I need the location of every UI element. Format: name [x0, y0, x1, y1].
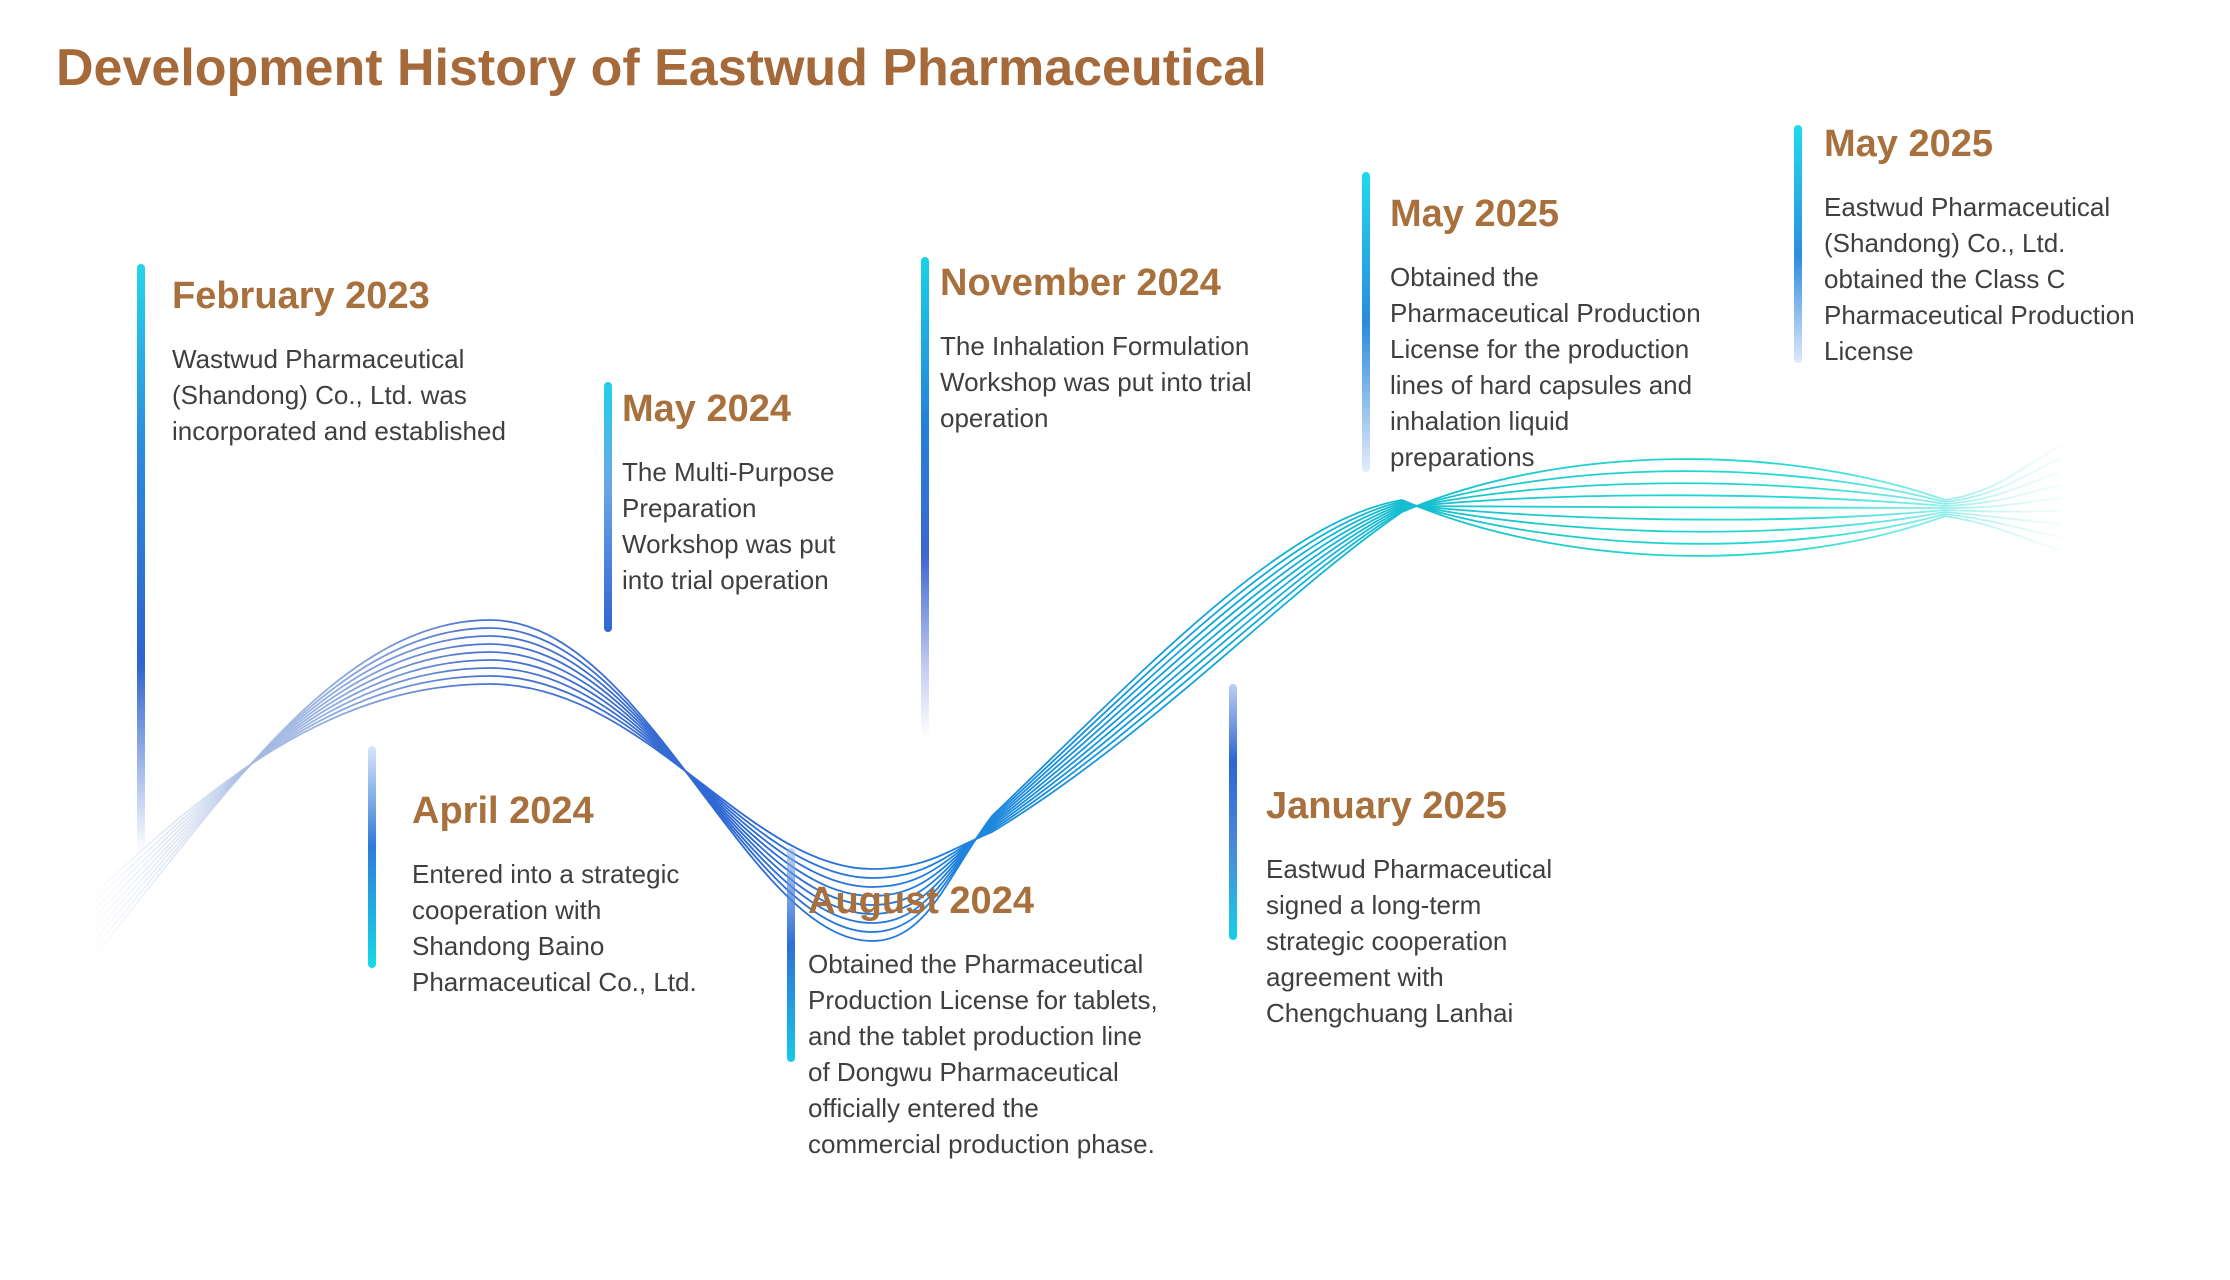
page-title: Development History of Eastwud Pharmaceu… — [56, 39, 1267, 97]
timeline-bar-november-2024 — [921, 257, 929, 737]
timeline-bar-may-2025-class-c — [1794, 125, 1802, 363]
milestone-date: January 2025 — [1266, 785, 1507, 827]
milestone-date: May 2025 — [1824, 123, 1994, 165]
milestone-may-2024: May 2024 The Multi-Purpose Preparation W… — [622, 386, 867, 598]
milestone-date: May 2025 — [1390, 193, 1560, 235]
milestone-description: Obtained the Pharmaceutical Production L… — [808, 948, 1158, 1159]
milestone-date: August 2024 — [808, 880, 1034, 922]
timeline-bar-may-2025-capsules — [1362, 172, 1370, 472]
milestone-april-2024: April 2024 Entered into a strategic coop… — [412, 788, 712, 1000]
milestone-date: February 2023 — [172, 275, 430, 317]
milestone-description: Obtained the Pharmaceutical Production L… — [1390, 261, 1701, 472]
timeline-bar-february-2023 — [137, 264, 145, 852]
timeline-bar-april-2024 — [368, 746, 376, 968]
milestone-august-2024: August 2024 Obtained the Pharmaceutical … — [808, 878, 1158, 1162]
milestone-description: Eastwud Pharmaceutical (Shandong) Co., L… — [1824, 191, 2135, 366]
milestone-description: Wastwud Pharmaceutical (Shandong) Co., L… — [172, 343, 506, 446]
milestone-date: May 2024 — [622, 388, 792, 430]
milestone-january-2025: January 2025 Eastwud Pharmaceutical sign… — [1266, 783, 1576, 1031]
milestone-description: The Inhalation Formulation Workshop was … — [940, 330, 1252, 433]
milestone-description: Entered into a strategic cooperation wit… — [412, 858, 697, 997]
milestone-may-2025-class-c: May 2025 Eastwud Pharmaceutical (Shandon… — [1824, 121, 2164, 369]
milestone-november-2024: November 2024 The Inhalation Formulation… — [940, 260, 1280, 436]
timeline-bar-august-2024 — [787, 848, 795, 1062]
timeline-bar-january-2025 — [1229, 684, 1237, 940]
milestone-date: November 2024 — [940, 262, 1221, 304]
milestone-february-2023: February 2023 Wastwud Pharmaceutical (Sh… — [172, 273, 552, 449]
milestone-description: The Multi-Purpose Preparation Workshop w… — [622, 456, 836, 595]
milestone-date: April 2024 — [412, 790, 594, 832]
timeline-bar-may-2024 — [604, 382, 612, 632]
milestone-may-2025-capsules: May 2025 Obtained the Pharmaceutical Pro… — [1390, 191, 1720, 475]
milestone-description: Eastwud Pharmaceutical signed a long-ter… — [1266, 853, 1553, 1028]
